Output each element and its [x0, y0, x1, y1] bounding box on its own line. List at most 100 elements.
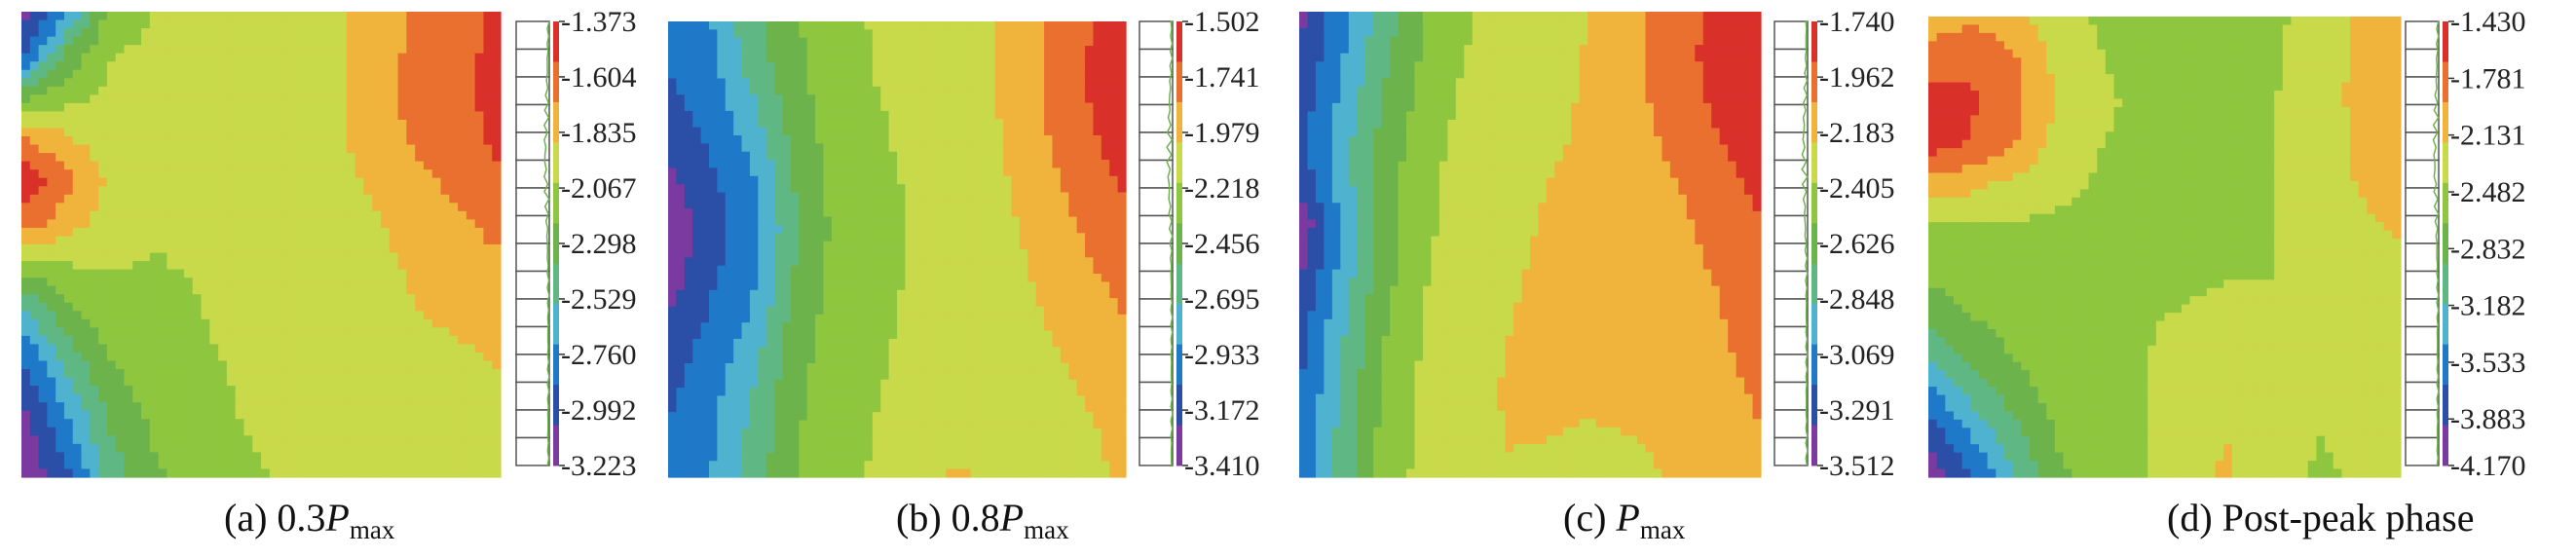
- contour-cell: [47, 261, 56, 271]
- contour-cell: [970, 200, 980, 209]
- contour-cell: [329, 136, 339, 146]
- contour-cell: [492, 36, 502, 46]
- contour-cell: [235, 210, 245, 220]
- contour-cell: [21, 452, 31, 462]
- contour-cell: [47, 78, 56, 88]
- contour-cell: [295, 443, 305, 453]
- contour-cell: [175, 194, 185, 204]
- contour-cell: [149, 311, 160, 320]
- contour-cell: [63, 36, 74, 46]
- contour-cell: [201, 327, 210, 337]
- contour-cell: [741, 37, 751, 47]
- contour-cell: [929, 216, 939, 226]
- contour-cell: [226, 369, 237, 379]
- contour-cell: [167, 360, 176, 370]
- contour-cell: [175, 227, 185, 238]
- contour-cell: [921, 192, 931, 202]
- contour-cell: [856, 21, 866, 30]
- contour-cell: [90, 435, 99, 445]
- contour-cell: [815, 184, 825, 194]
- contour-cell: [243, 227, 253, 238]
- contour-cell: [782, 208, 792, 218]
- contour-cell: [209, 102, 219, 113]
- contour-cell: [799, 70, 808, 80]
- contour-cell: [483, 186, 493, 196]
- contour-cell: [790, 21, 800, 30]
- contour-cell: [312, 102, 322, 113]
- contour-cell: [929, 143, 939, 153]
- contour-cell: [799, 184, 808, 194]
- contour-cell: [303, 435, 314, 445]
- contour-cell: [81, 28, 91, 38]
- contour-cell: [1035, 200, 1045, 209]
- contour-cell: [132, 460, 142, 470]
- contour-cell: [56, 393, 65, 403]
- contour-cell: [286, 78, 296, 88]
- contour-cell: [449, 186, 459, 196]
- contour-cell: [1109, 175, 1119, 185]
- contour-cell: [372, 344, 382, 353]
- contour-cell: [278, 36, 287, 46]
- contour-cell: [717, 224, 727, 234]
- contour-cell: [269, 278, 280, 287]
- contour-cell: [355, 28, 365, 38]
- contour-cell: [167, 153, 176, 163]
- contour-cell: [346, 261, 356, 271]
- contour-cell: [823, 86, 833, 95]
- contour-cell: [725, 29, 734, 39]
- contour-cell: [397, 86, 407, 95]
- contour-cell: [1035, 233, 1045, 242]
- contour-cell: [1044, 94, 1054, 104]
- contour-cell: [449, 203, 459, 212]
- contour-cell: [295, 252, 305, 262]
- contour-cell: [708, 224, 718, 234]
- contour-cell: [1109, 94, 1119, 104]
- contour-cell: [389, 210, 399, 220]
- contour-cell: [466, 119, 476, 130]
- contour-cell: [913, 135, 922, 144]
- contour-cell: [946, 184, 955, 194]
- contour-cell: [449, 102, 459, 113]
- contour-cell: [38, 435, 48, 445]
- contour-cell: [415, 94, 425, 104]
- contour-cell: [749, 78, 759, 88]
- contour-cell: [286, 369, 296, 379]
- contour-cell: [937, 54, 947, 63]
- contour-cell: [295, 45, 305, 55]
- contour-cell: [774, 127, 784, 136]
- contour-cell: [466, 102, 476, 113]
- contour-cell: [937, 257, 947, 267]
- contour-cell: [106, 144, 117, 154]
- contour-cell: [1093, 70, 1102, 80]
- contour-cell: [864, 192, 874, 202]
- contour-cell: [63, 419, 74, 428]
- contour-cell: [492, 111, 502, 121]
- contour-cell: [423, 69, 433, 79]
- contour-cell: [1076, 224, 1086, 234]
- contour-cell: [132, 393, 142, 403]
- contour-cell: [994, 61, 1004, 71]
- contour-cell: [921, 110, 931, 120]
- contour-cell: [372, 261, 382, 271]
- contour-cell: [1027, 94, 1037, 104]
- contour-cell: [338, 78, 348, 88]
- contour-cell: [987, 200, 996, 209]
- contour-cell: [953, 46, 963, 56]
- contour-cell: [167, 352, 176, 362]
- contour-cell: [252, 45, 262, 55]
- contour-cell: [312, 169, 322, 179]
- contour-cell: [1011, 241, 1021, 250]
- contour-cell: [338, 419, 348, 428]
- contour-cell: [1027, 151, 1037, 161]
- contour-cell: [684, 200, 693, 209]
- contour-cell: [363, 186, 373, 196]
- contour-cell: [192, 94, 203, 104]
- contour-cell: [355, 12, 365, 21]
- contour-cell: [440, 86, 450, 95]
- contour-cell: [449, 386, 459, 395]
- contour-cell: [458, 111, 467, 121]
- contour-cell: [782, 110, 792, 120]
- contour-cell: [389, 36, 399, 46]
- contour-cell: [1003, 216, 1013, 226]
- contour-cell: [1085, 241, 1095, 250]
